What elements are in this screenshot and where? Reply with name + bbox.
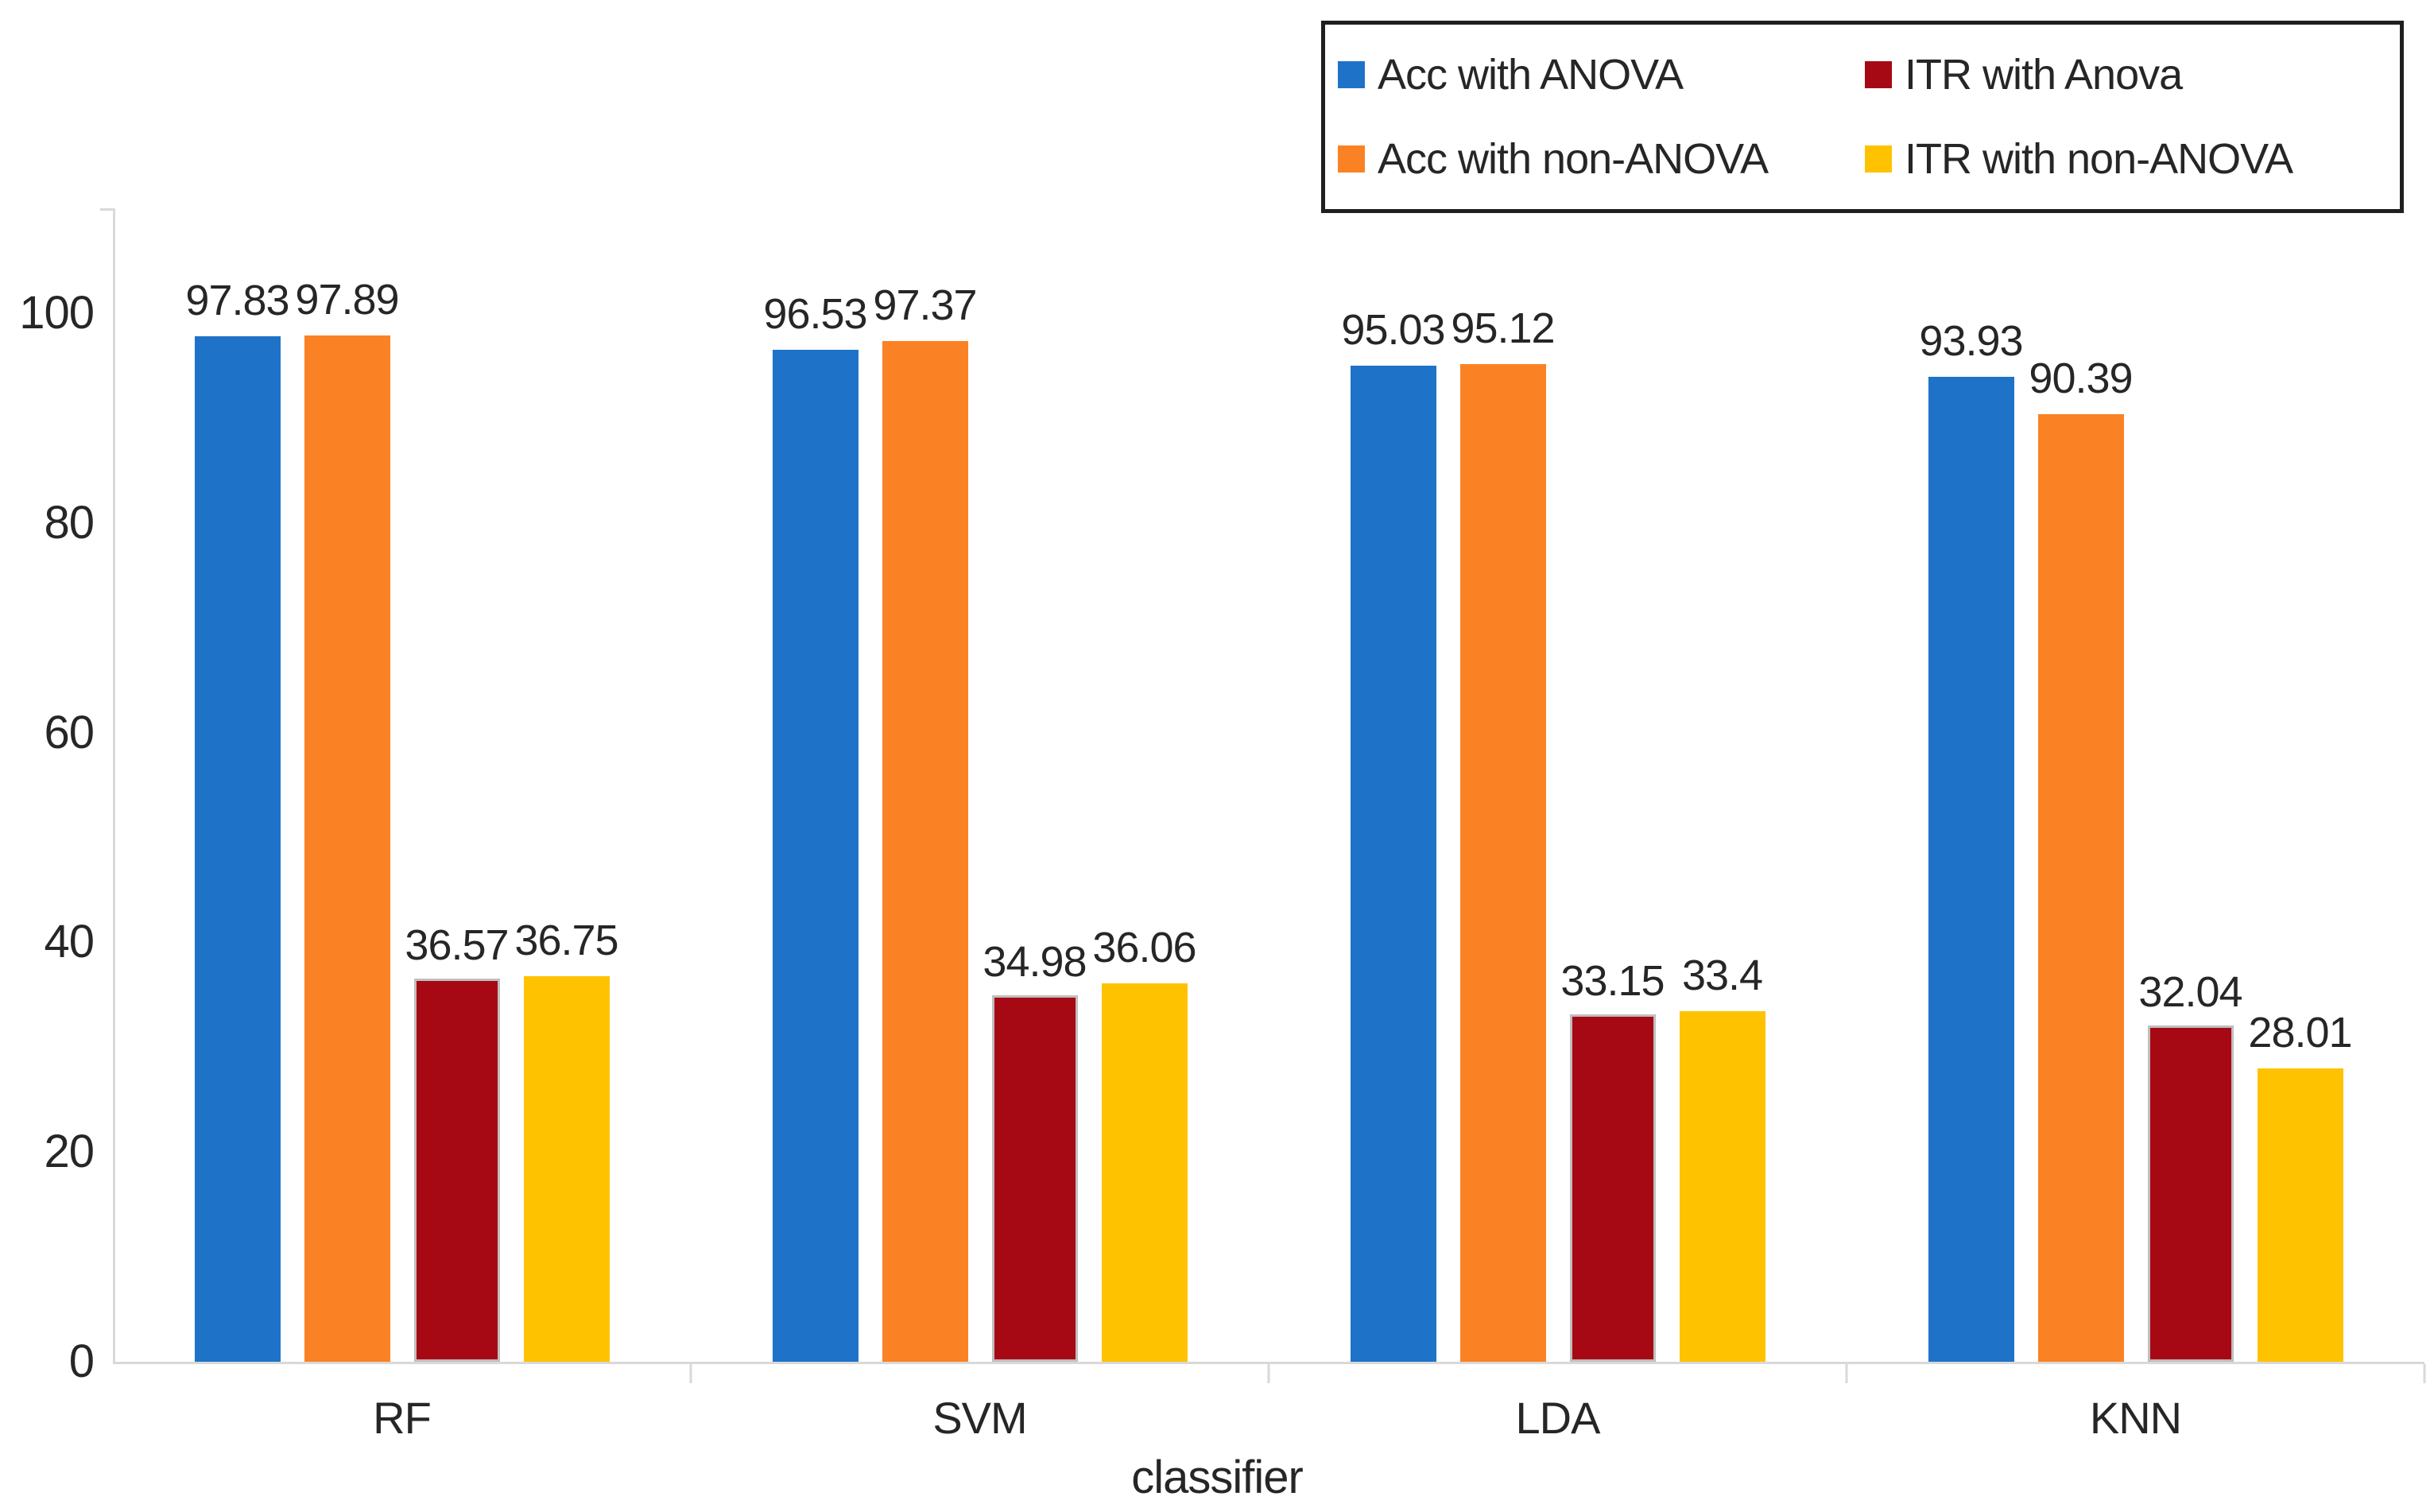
legend-label: Acc with non-ANOVA	[1378, 135, 1769, 183]
y-tick-label: 40	[44, 916, 95, 968]
x-axis-category-labels: RF SVM LDA KNN	[113, 1396, 2424, 1440]
bar: 96.53	[763, 293, 868, 1362]
bar: 32.04	[2138, 971, 2243, 1362]
bar: 90.39	[2029, 357, 2134, 1362]
x-axis-boundary-tick	[1845, 1364, 1848, 1383]
bar-value-label: 97.89	[295, 275, 399, 324]
category-label-lda: LDA	[1515, 1393, 1601, 1443]
bar: 97.37	[873, 284, 978, 1362]
x-axis-boundary-tick	[689, 1364, 692, 1383]
bar-value-label: 95.03	[1341, 305, 1445, 354]
legend-label: ITR with Anova	[1905, 51, 2183, 99]
bar-value-label: 90.39	[2029, 354, 2133, 402]
y-axis: 0 20 40 60 80 100	[0, 208, 95, 1385]
legend-swatch-icon	[1865, 61, 1892, 88]
legend-swatch-icon	[1865, 145, 1892, 173]
bar-value-label: 96.53	[763, 289, 867, 338]
bar-value-label: 34.98	[983, 937, 1087, 986]
bar-group-lda: 95.03 95.12 33.15 33.4	[1269, 208, 1847, 1362]
y-tick-label: 0	[68, 1336, 95, 1387]
bar: 36.06	[1092, 926, 1197, 1362]
x-axis-baseline	[113, 1362, 2424, 1364]
legend-item: ITR with Anova	[1865, 53, 2392, 96]
legend-item: Acc with non-ANOVA	[1338, 138, 1865, 180]
bar-value-label: 28.01	[2248, 1008, 2352, 1056]
bar-value-label: 36.57	[405, 921, 509, 969]
bar-value-label: 97.83	[185, 276, 289, 324]
x-axis-title: classifier	[1131, 1452, 1304, 1503]
bar: 33.4	[1679, 954, 1765, 1362]
category-label-knn: KNN	[2089, 1393, 2182, 1443]
bar: 93.93	[1919, 320, 2024, 1362]
y-axis-spine	[113, 208, 115, 1362]
bar-group-rf: 97.83 97.89 36.57 36.75	[113, 208, 691, 1362]
plot-area: 97.83 97.89 36.57 36.75 96.53 97.37 34.98 36.06…	[100, 208, 2426, 1383]
bar: 95.12	[1451, 307, 1556, 1362]
bar: 34.98	[983, 940, 1087, 1362]
y-tick-label: 80	[44, 496, 95, 549]
bar-value-label: 95.12	[1451, 304, 1555, 353]
bar: 95.03	[1341, 308, 1446, 1362]
category-label-svm: SVM	[932, 1393, 1027, 1443]
y-tick-label: 20	[44, 1126, 95, 1178]
bar: 33.15	[1560, 960, 1665, 1362]
bar: 36.57	[405, 924, 510, 1362]
x-axis-boundary-tick	[1267, 1364, 1270, 1383]
bar-value-label: 33.4	[1681, 952, 1763, 1000]
legend-item: Acc with ANOVA	[1338, 53, 1865, 96]
bar-value-label: 32.04	[2138, 968, 2242, 1017]
bar-value-label: 36.75	[514, 917, 618, 965]
bar-group-knn: 93.93 90.39 32.04 28.01	[1847, 208, 2424, 1362]
legend-label: ITR with non-ANOVA	[1905, 135, 2293, 183]
bar-group-svm: 96.53 97.37 34.98 36.06	[691, 208, 1269, 1362]
legend-swatch-icon	[1338, 145, 1365, 173]
legend: Acc with ANOVA ITR with Anova Acc with non…	[1321, 21, 2404, 213]
bar-value-label: 33.15	[1560, 956, 1665, 1005]
bar: 97.83	[185, 279, 290, 1362]
legend-item: ITR with non-ANOVA	[1865, 138, 2392, 180]
category-label-rf: RF	[373, 1393, 432, 1443]
x-axis-boundary-tick	[2423, 1364, 2426, 1383]
bar: 36.75	[514, 919, 619, 1362]
legend-label: Acc with ANOVA	[1378, 51, 1684, 99]
y-axis-top-tick	[100, 208, 113, 211]
legend-swatch-icon	[1338, 61, 1365, 88]
bar-value-label: 97.37	[873, 281, 977, 329]
bar-value-label: 93.93	[1919, 317, 2023, 366]
y-tick-label: 100	[19, 287, 95, 339]
bar: 28.01	[2248, 1011, 2353, 1362]
bar-value-label: 36.06	[1092, 924, 1196, 972]
bar: 97.89	[295, 278, 400, 1362]
y-tick-label: 60	[44, 706, 95, 758]
